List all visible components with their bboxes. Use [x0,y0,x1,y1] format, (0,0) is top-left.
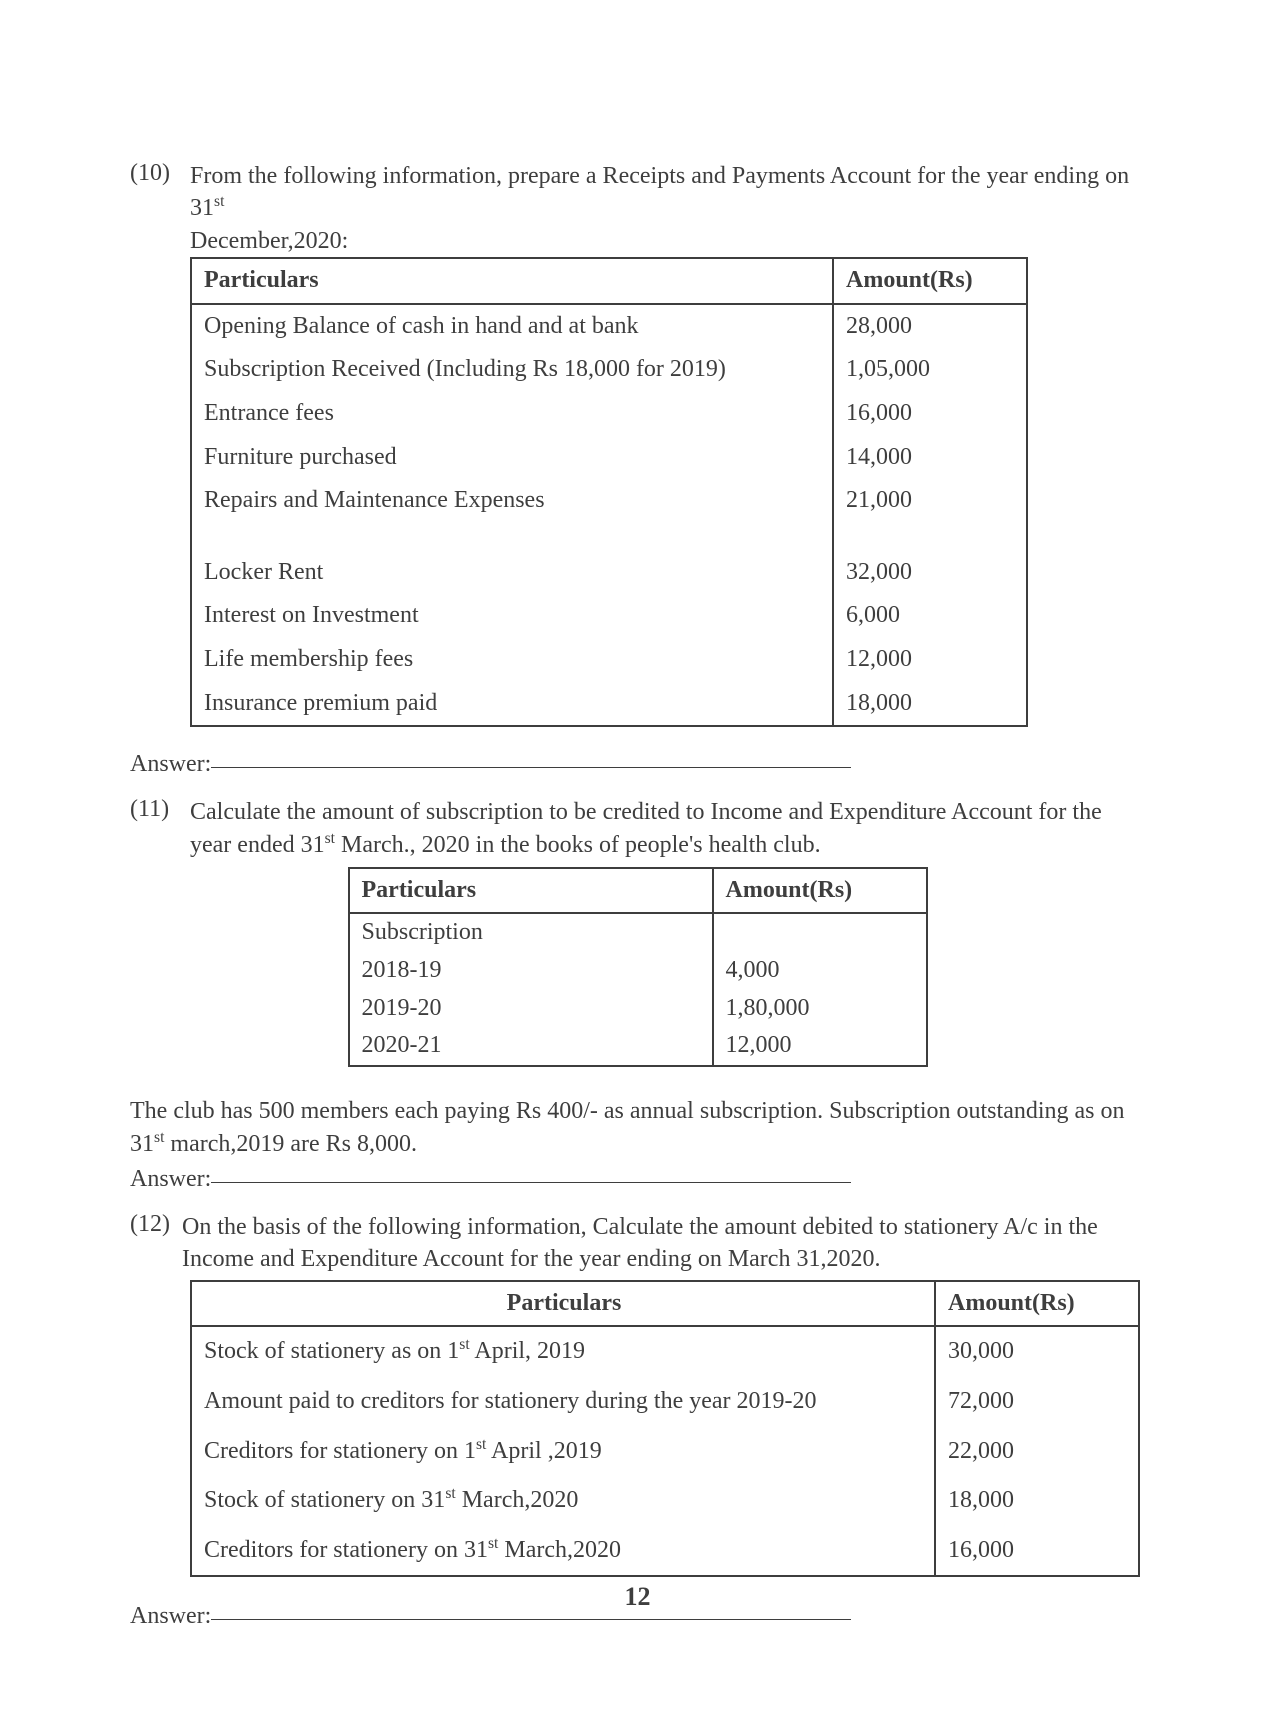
q10-text-a: From the following information, prepare … [190,163,1129,221]
cell-particulars: Furniture purchased [191,436,833,480]
cell-particulars: Repairs and Maintenance Expenses [191,479,833,523]
table-row: Creditors for stationery on 1st April ,2… [191,1427,1139,1477]
question-12: (12) On the basis of the following infor… [130,1211,1145,1630]
table-row: Life membership fees12,000 [191,638,1027,682]
cell-particulars: Subscription Received (Including Rs 18,0… [191,348,833,392]
q10-table: Particulars Amount(Rs) Opening Balance o… [190,257,1028,727]
col-particulars: Particulars [191,258,833,304]
table-row: Creditors for stationery on 31st March,2… [191,1526,1139,1577]
answer-label: Answer: [130,751,211,777]
cell-particulars: 2018-19 [349,952,713,990]
q11-note: The club has 500 members each paying Rs … [130,1095,1145,1162]
q10-sup: st [214,193,224,210]
cell-amount: 72,000 [935,1377,1139,1427]
table-header: Particulars Amount(Rs) [191,258,1027,304]
col-amount: Amount(Rs) [833,258,1027,304]
cell-amount: 30,000 [935,1326,1139,1377]
cell-particulars: Amount paid to creditors for stationery … [191,1377,935,1427]
table-row: Furniture purchased14,000 [191,436,1027,480]
cell-particulars: Insurance premium paid [191,682,833,727]
q12-table: Particulars Amount(Rs) Stock of statione… [190,1280,1140,1578]
cell-particulars: Entrance fees [191,392,833,436]
cell-amount: 12,000 [833,638,1027,682]
cell-amount: 1,80,000 [713,990,927,1028]
q11-sup: st [325,830,335,847]
answer-line [211,767,851,768]
cell-particulars: Locker Rent [191,551,833,595]
cell-amount: 14,000 [833,436,1027,480]
table-row: Entrance fees16,000 [191,392,1027,436]
table-row: Interest on Investment6,000 [191,594,1027,638]
table-row: Subscription Received (Including Rs 18,0… [191,348,1027,392]
answer-label: Answer: [130,1166,211,1192]
table-row: Insurance premium paid18,000 [191,682,1027,727]
q11-text: Calculate the amount of subscription to … [190,796,1145,861]
answer-line [211,1182,851,1183]
cell-amount: 16,000 [935,1526,1139,1577]
cell-particulars: Subscription [349,913,713,952]
q11-text-b: March., 2020 in the books of people's he… [335,832,821,858]
cell-amount: 18,000 [935,1476,1139,1526]
cell-particulars: Opening Balance of cash in hand and at b… [191,304,833,349]
col-amount: Amount(Rs) [713,868,927,914]
table-header: Particulars Amount(Rs) [349,868,927,914]
cell-amount: 1,05,000 [833,348,1027,392]
q11-table: Particulars Amount(Rs) Subscription2018-… [348,867,928,1067]
table-row: Repairs and Maintenance Expenses21,000 [191,479,1027,523]
q10-text-b: December,2020: [190,228,348,254]
table-row: 2019-201,80,000 [349,990,927,1028]
q10-number: (10) [130,160,190,187]
cell-amount: 16,000 [833,392,1027,436]
page-number: 12 [0,1582,1275,1612]
q12-text: On the basis of the following informatio… [182,1211,1145,1276]
cell-amount: 6,000 [833,594,1027,638]
col-particulars: Particulars [349,868,713,914]
q12-number: (12) [130,1211,182,1238]
col-amount: Amount(Rs) [935,1281,1139,1327]
cell-particulars: Creditors for stationery on 31st March,2… [191,1526,935,1577]
table-blank-row [191,523,1027,551]
q10-answer: Answer: [130,751,1145,778]
question-10: (10) From the following information, pre… [130,160,1145,778]
q11-answer: Answer: [130,1166,1145,1193]
cell-particulars: Interest on Investment [191,594,833,638]
cell-amount: 21,000 [833,479,1027,523]
table-row: Amount paid to creditors for stationery … [191,1377,1139,1427]
table-row: 2020-2112,000 [349,1027,927,1066]
cell-amount: 18,000 [833,682,1027,727]
cell-amount: 22,000 [935,1427,1139,1477]
cell-particulars: Stock of stationery as on 1st April, 201… [191,1326,935,1377]
cell-particulars: Life membership fees [191,638,833,682]
answer-line [211,1619,851,1620]
table-row: Stock of stationery as on 1st April, 201… [191,1326,1139,1377]
table-row: Locker Rent32,000 [191,551,1027,595]
cell-particulars: 2020-21 [349,1027,713,1066]
cell-amount: 28,000 [833,304,1027,349]
q11-number: (11) [130,796,190,823]
q11-note-b: march,2019 are Rs 8,000. [164,1131,417,1157]
q10-text: From the following information, prepare … [190,160,1145,257]
table-row: 2018-194,000 [349,952,927,990]
table-row: Subscription [349,913,927,952]
question-11: (11) Calculate the amount of subscriptio… [130,796,1145,1193]
cell-amount: 12,000 [713,1027,927,1066]
table-header: Particulars Amount(Rs) [191,1281,1139,1327]
q11-note-sup: st [154,1129,164,1146]
table-row: Opening Balance of cash in hand and at b… [191,304,1027,349]
cell-amount [713,913,927,952]
col-particulars: Particulars [191,1281,935,1327]
cell-amount: 4,000 [713,952,927,990]
cell-amount: 32,000 [833,551,1027,595]
cell-particulars: 2019-20 [349,990,713,1028]
cell-particulars: Creditors for stationery on 1st April ,2… [191,1427,935,1477]
table-row: Stock of stationery on 31st March,202018… [191,1476,1139,1526]
cell-particulars: Stock of stationery on 31st March,2020 [191,1476,935,1526]
